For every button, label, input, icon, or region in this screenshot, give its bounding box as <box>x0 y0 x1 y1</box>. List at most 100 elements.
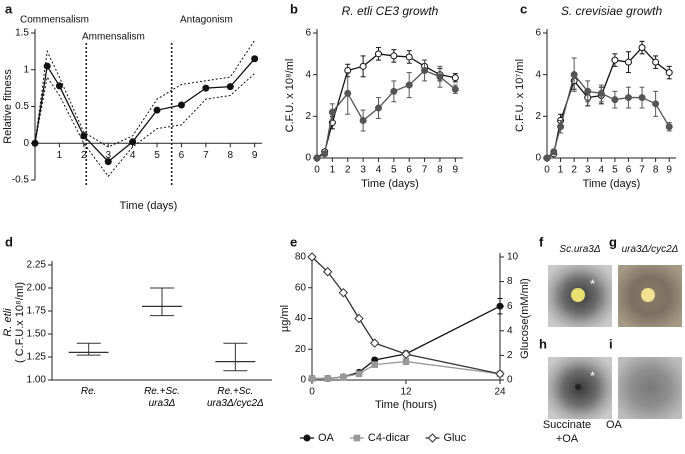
marker <box>665 69 673 77</box>
marker <box>359 62 367 70</box>
x-tick-label: 4 <box>599 165 605 176</box>
x-tick-label: 0 <box>309 387 315 398</box>
marker <box>359 117 367 124</box>
y-tick-label: 4 <box>535 69 541 80</box>
y-tick-label: 20 <box>295 344 307 355</box>
marker <box>371 361 378 368</box>
x-tick-label: 9 <box>453 165 459 176</box>
legend-label: Gluc <box>443 432 466 444</box>
x-tick-label: 7 <box>639 165 645 176</box>
x-tick-label: 1 <box>57 150 63 161</box>
x-tick-label: 4 <box>130 150 136 161</box>
annotation: Antagonism <box>180 15 233 26</box>
y-tick-label: 60 <box>295 282 307 293</box>
marker <box>308 375 316 382</box>
y-tick-label: 40 <box>295 313 307 324</box>
series-line <box>316 69 456 159</box>
marker <box>322 267 333 277</box>
y-tick-label: 0.5 <box>15 101 29 112</box>
x-category: Re. <box>81 386 97 397</box>
y-tick-label: 2 <box>507 350 513 361</box>
x-tick-label: 9 <box>252 150 258 161</box>
y-axis-label: C.F.U. x 10⁸/ml <box>284 59 296 133</box>
panel-letter: h <box>539 336 547 351</box>
x-tick-label: 6 <box>179 150 185 161</box>
marker <box>427 433 438 443</box>
marker <box>307 252 317 262</box>
photo-caption: Sc.ura3Δ <box>559 244 601 255</box>
marker <box>344 89 352 97</box>
colony <box>575 384 581 390</box>
marker <box>624 58 632 66</box>
y-tick-label: -0.5 <box>12 175 30 186</box>
marker <box>313 154 321 162</box>
photo-caption: OA <box>606 419 622 431</box>
marker <box>584 87 592 95</box>
panel-letter: b <box>290 1 298 16</box>
x-category: Re.+Sc. ura3Δ/cyc2Δ <box>206 386 264 409</box>
y-tick-label: 1 <box>23 64 29 75</box>
marker <box>321 150 329 158</box>
x-tick-label: 8 <box>227 150 233 161</box>
y-tick-label: 0 <box>305 153 311 164</box>
x-tick-label: 2 <box>571 165 577 176</box>
marker <box>324 375 331 382</box>
x-tick-label: 4 <box>376 165 382 176</box>
marker <box>451 74 459 82</box>
marker <box>303 434 311 442</box>
marker <box>43 62 51 70</box>
x-tick-label: 3 <box>585 165 591 176</box>
marker <box>496 302 504 310</box>
panel-letter: c <box>520 1 527 16</box>
x-tick-label: Re.+Sc. ura3Δ <box>144 386 180 409</box>
y-tick-label: 8 <box>507 276 513 287</box>
marker <box>652 100 660 108</box>
y-axis-label: R. etli <box>2 308 14 337</box>
annotation: Commensalism <box>20 15 89 26</box>
x-tick-label: Re.+Sc. ura3Δ/cyc2Δ <box>206 386 264 409</box>
colony <box>571 288 585 302</box>
y-tick-label: 2.25 <box>27 260 47 271</box>
marker <box>451 85 459 93</box>
panel-letter: i <box>609 336 613 351</box>
marker <box>611 96 619 104</box>
series-line <box>546 73 670 159</box>
marker <box>402 358 410 365</box>
marker <box>104 158 112 166</box>
y-tick-label: 1.00 <box>27 375 47 386</box>
marker <box>353 434 361 442</box>
series-line <box>546 46 670 159</box>
y-tick-label: 0 <box>300 375 306 386</box>
x-tick-label: 3 <box>105 150 111 161</box>
x-tick-label: 1 <box>330 165 336 176</box>
photo-caption: Succinate +OA <box>542 419 592 445</box>
series-line <box>34 73 256 178</box>
marker <box>153 106 161 114</box>
colony <box>641 288 655 302</box>
y-tick-label: 2.00 <box>27 283 47 294</box>
y-axis-label: Relative fitness <box>2 69 14 144</box>
x-category: Re.+Sc. ura3Δ <box>144 386 180 409</box>
x-tick-label: 2 <box>345 165 351 176</box>
panel-letter: d <box>5 234 13 249</box>
y-tick-label: 4 <box>305 69 311 80</box>
y-tick-label: 6 <box>535 28 541 39</box>
marker <box>129 138 137 146</box>
y-tick-label: 4 <box>507 325 513 336</box>
y-tick-label: 1.25 <box>27 352 47 363</box>
x-tick-label: 12 <box>400 387 412 398</box>
x-tick-label: 5 <box>154 150 160 161</box>
y-tick-label: 2 <box>305 111 311 122</box>
marker <box>495 369 505 379</box>
marker <box>80 132 88 140</box>
legend-label: C4-dicar <box>368 432 410 444</box>
x-tick-label: 3 <box>360 165 366 176</box>
panel-letter: e <box>290 234 297 249</box>
marker <box>597 89 605 97</box>
y-tick-label: 80 <box>295 252 307 263</box>
marker <box>390 87 398 95</box>
marker <box>638 44 646 52</box>
marker <box>421 67 429 74</box>
marker <box>374 50 382 58</box>
y-tick-label: 1.75 <box>27 306 47 317</box>
